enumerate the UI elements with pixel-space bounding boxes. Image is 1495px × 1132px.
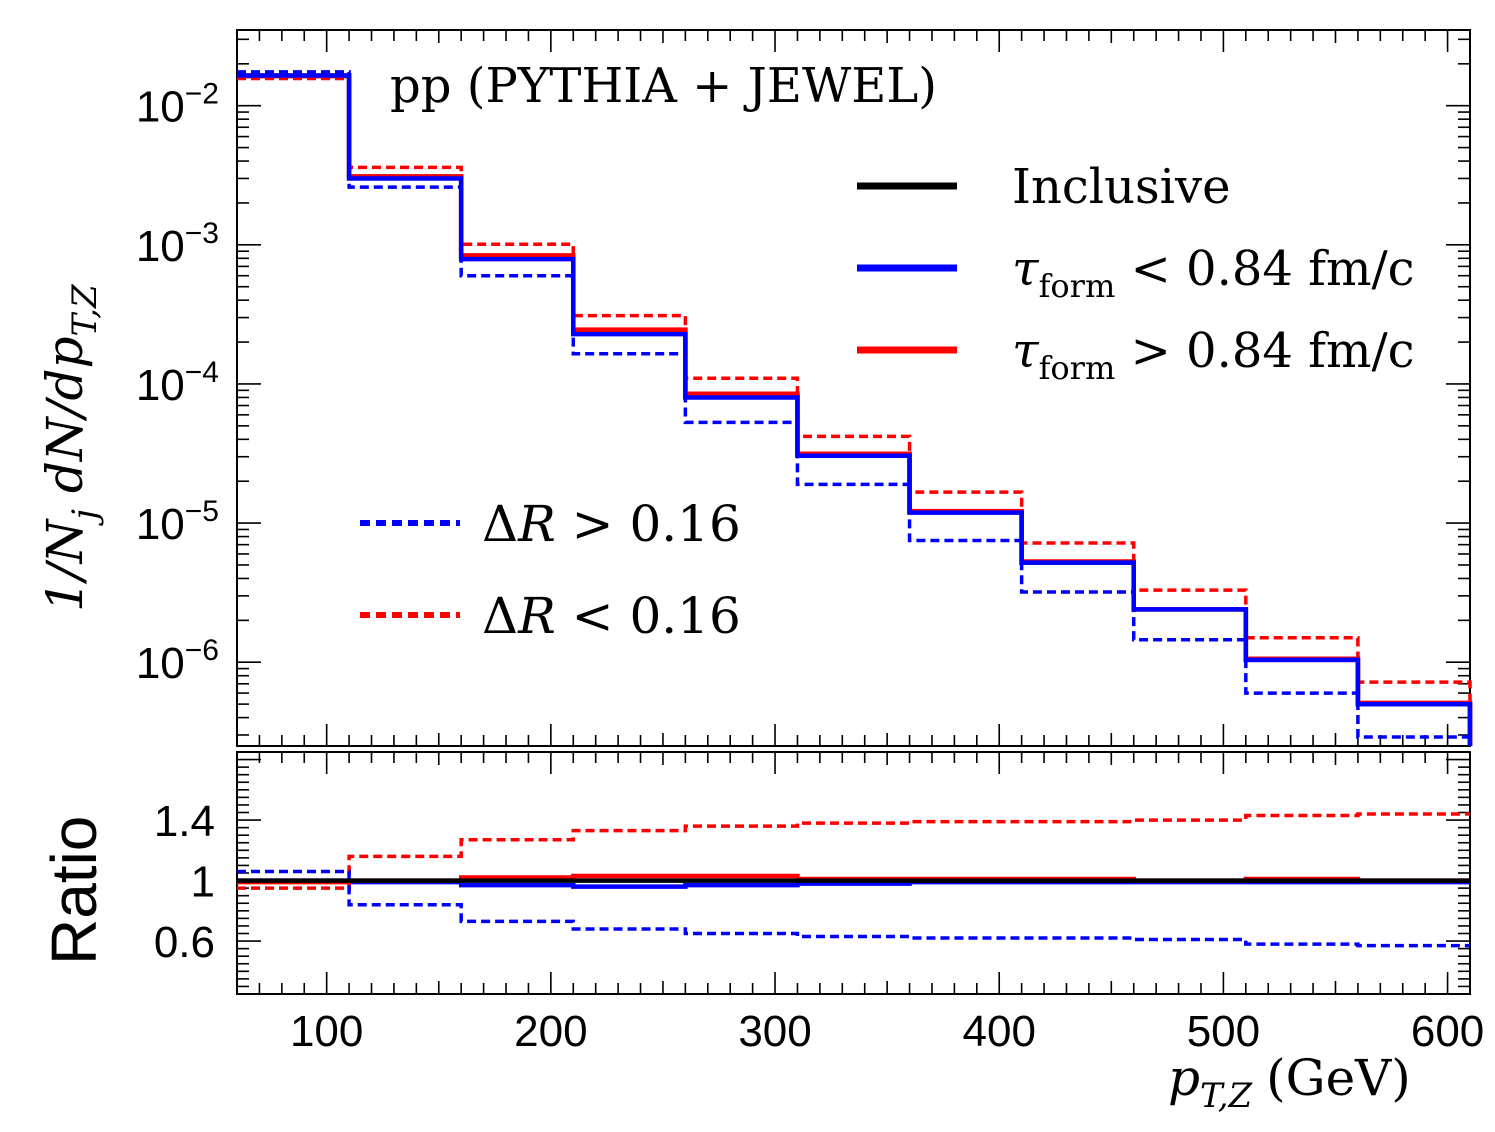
x-tick-label: 200: [514, 1007, 587, 1056]
main-panel-frame: [236, 29, 1471, 747]
x-tick-label: 300: [738, 1007, 811, 1056]
y-tick-label: 10−3: [136, 217, 219, 271]
y-tick-label: 10−4: [136, 356, 219, 410]
ratio-y-axis-label: Ratio: [38, 816, 110, 965]
main-panel-series: [237, 70, 1473, 746]
main-panel-ticks: 10−2 10−3 10−4 10−5 10−6: [136, 30, 1471, 746]
legend-lower-left: ΔR > 0.16 ΔR < 0.16: [360, 495, 741, 645]
legend-top-right: Inclusive τform < 0.84 fm/c τform > 0.84 f…: [857, 159, 1415, 387]
legend-label: ΔR > 0.16: [482, 495, 741, 553]
ratio-y-tick-label: 1.4: [154, 797, 215, 846]
main-series--form-0-84-fm-c: [237, 73, 1473, 746]
x-tick-label: 500: [1187, 1007, 1260, 1056]
legend-label: τform > 0.84 fm/c: [1012, 323, 1415, 387]
ratio-panel-frame: [236, 751, 1471, 995]
main-series--r-0-16: [237, 70, 1472, 746]
chart-title: pp (PYTHIA + JEWEL): [390, 58, 937, 114]
legend-label: τform < 0.84 fm/c: [1012, 241, 1415, 305]
x-axis-label: pT,Z (GeV): [1168, 1049, 1411, 1116]
ratio-y-tick-label: 0.6: [154, 918, 215, 967]
ratio-series--r-0-16: [237, 812, 1470, 890]
legend-label: ΔR < 0.16: [482, 587, 741, 645]
x-tick-label: 400: [963, 1007, 1036, 1056]
ratio-panel-ticks: 100 200 300 400 500 600 0.6 1 1.4: [154, 752, 1484, 1056]
legend-label: Inclusive: [1012, 159, 1231, 215]
ratio-y-tick-label: 1: [191, 858, 215, 907]
x-tick-label: 100: [290, 1007, 363, 1056]
y-tick-label: 10−2: [136, 78, 219, 132]
y-axis-label: 1/Nj dN/dpT,Z: [36, 283, 105, 612]
x-tick-label: 600: [1411, 1007, 1484, 1056]
y-tick-label: 10−6: [136, 634, 219, 688]
ratio-series--r-0-16: [237, 869, 1470, 948]
ratio-panel-series: [237, 812, 1470, 948]
y-tick-label: 10−5: [136, 495, 219, 549]
